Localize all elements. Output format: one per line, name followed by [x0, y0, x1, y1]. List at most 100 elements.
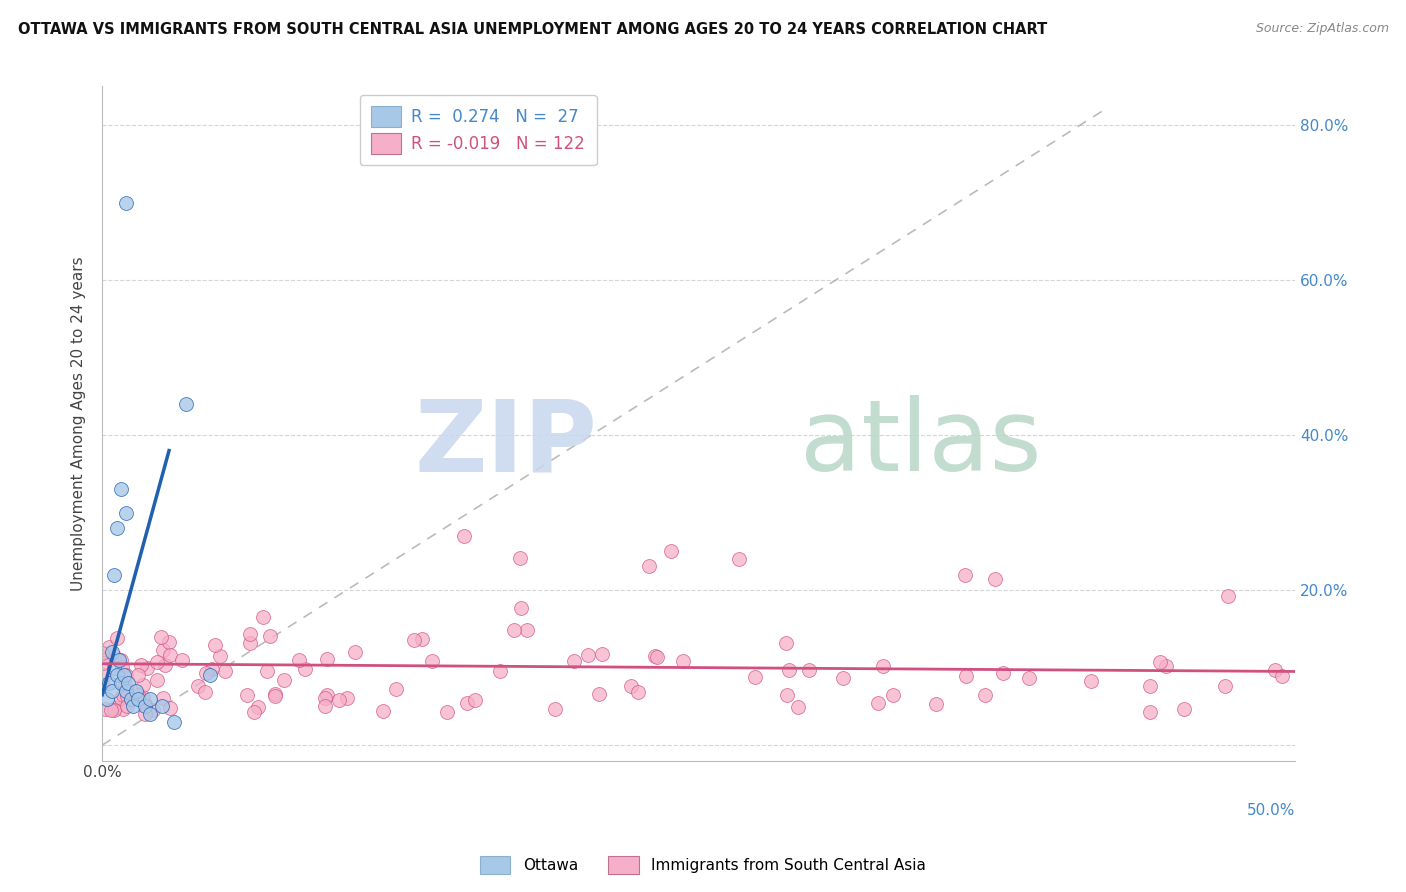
- Point: [91, 646, 114, 660]
- Point: [198, 668, 221, 682]
- Point: [866, 696, 889, 710]
- Point: [1149, 655, 1171, 669]
- Text: OTTAWA VS IMMIGRANTS FROM SOUTH CENTRAL ASIA UNEMPLOYMENT AMONG AGES 20 TO 24 YE: OTTAWA VS IMMIGRANTS FROM SOUTH CENTRAL …: [18, 22, 1047, 37]
- Point: [127, 667, 149, 681]
- Point: [105, 521, 128, 535]
- Point: [98, 676, 121, 690]
- Point: [644, 649, 666, 664]
- Point: [489, 665, 512, 679]
- Point: [294, 662, 316, 676]
- Point: [402, 633, 425, 648]
- Point: [576, 648, 599, 662]
- Point: [124, 683, 146, 698]
- Point: [256, 665, 278, 679]
- Point: [115, 690, 138, 704]
- Point: [159, 701, 181, 715]
- Point: [100, 703, 122, 717]
- Point: [105, 631, 128, 645]
- Text: ZIP: ZIP: [415, 395, 598, 492]
- Point: [247, 700, 270, 714]
- Point: [239, 636, 262, 650]
- Point: [728, 551, 751, 566]
- Point: [974, 688, 997, 702]
- Point: [103, 703, 125, 717]
- Y-axis label: Unemployment Among Ages 20 to 24 years: Unemployment Among Ages 20 to 24 years: [72, 256, 86, 591]
- Point: [115, 698, 138, 713]
- Point: [336, 690, 359, 705]
- Point: [778, 663, 800, 677]
- Point: [263, 687, 285, 701]
- Point: [204, 638, 226, 652]
- Point: [146, 656, 169, 670]
- Point: [152, 643, 174, 657]
- Text: Source: ZipAtlas.com: Source: ZipAtlas.com: [1256, 22, 1389, 36]
- Point: [111, 660, 134, 674]
- Point: [955, 669, 977, 683]
- Point: [544, 702, 567, 716]
- Point: [153, 658, 176, 673]
- Legend: R =  0.274   N =  27, R = -0.019   N = 122: R = 0.274 N = 27, R = -0.019 N = 122: [360, 95, 596, 165]
- Point: [93, 667, 115, 681]
- Point: [453, 529, 475, 543]
- Point: [1139, 679, 1161, 693]
- Point: [111, 702, 134, 716]
- Point: [797, 663, 820, 677]
- Point: [194, 665, 217, 680]
- Point: [316, 688, 339, 702]
- Point: [562, 654, 585, 668]
- Point: [135, 660, 157, 674]
- Point: [288, 653, 311, 667]
- Point: [103, 660, 125, 674]
- Point: [953, 567, 976, 582]
- Point: [103, 648, 125, 663]
- Point: [588, 688, 610, 702]
- Point: [120, 691, 142, 706]
- Point: [627, 685, 650, 699]
- Point: [100, 645, 122, 659]
- Point: [832, 671, 855, 685]
- Point: [659, 544, 682, 558]
- Point: [436, 705, 458, 719]
- Point: [187, 680, 209, 694]
- Point: [239, 626, 262, 640]
- Point: [1018, 671, 1040, 685]
- Point: [925, 697, 948, 711]
- Point: [115, 195, 138, 210]
- Point: [872, 659, 894, 673]
- Point: [882, 688, 904, 702]
- Legend: Ottawa, Immigrants from South Central Asia: Ottawa, Immigrants from South Central As…: [474, 850, 932, 880]
- Point: [163, 714, 186, 729]
- Point: [243, 706, 266, 720]
- Point: [509, 550, 531, 565]
- Point: [146, 673, 169, 687]
- Point: [174, 397, 197, 411]
- Point: [620, 680, 643, 694]
- Point: [112, 670, 135, 684]
- Point: [420, 654, 443, 668]
- Point: [132, 678, 155, 692]
- Point: [373, 704, 395, 718]
- Point: [134, 706, 156, 721]
- Point: [259, 630, 281, 644]
- Point: [411, 632, 433, 646]
- Point: [110, 691, 132, 706]
- Point: [110, 676, 132, 690]
- Text: atlas: atlas: [800, 395, 1042, 492]
- Point: [647, 649, 669, 664]
- Point: [1264, 663, 1286, 677]
- Point: [98, 640, 121, 655]
- Point: [97, 651, 120, 665]
- Point: [115, 506, 138, 520]
- Point: [384, 681, 406, 696]
- Point: [114, 678, 136, 692]
- Point: [236, 688, 259, 702]
- Point: [134, 699, 156, 714]
- Point: [328, 693, 350, 707]
- Point: [991, 665, 1014, 680]
- Point: [516, 624, 538, 638]
- Point: [591, 647, 613, 661]
- Point: [117, 676, 139, 690]
- Point: [744, 670, 766, 684]
- Point: [132, 690, 155, 705]
- Point: [152, 690, 174, 705]
